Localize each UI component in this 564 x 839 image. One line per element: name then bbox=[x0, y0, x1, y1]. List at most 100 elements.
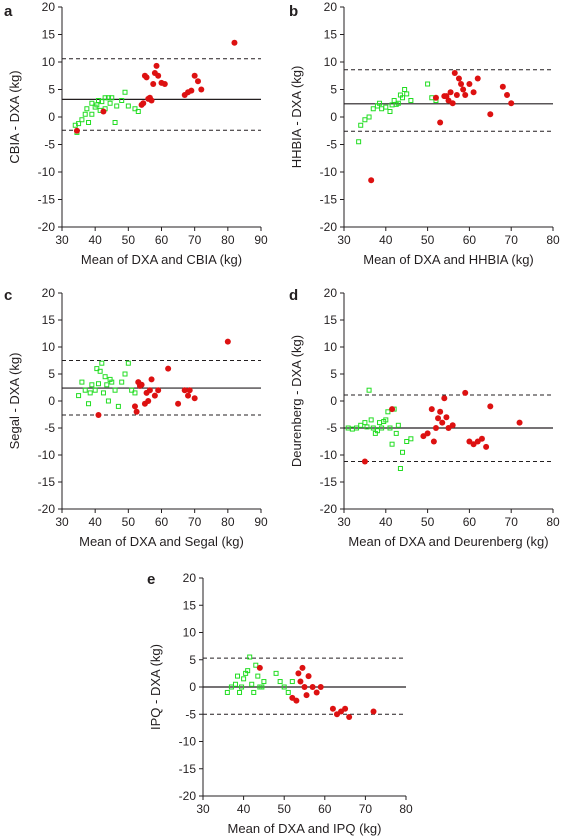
data-point-filled-circle bbox=[153, 62, 160, 69]
data-point-open-square bbox=[79, 117, 85, 123]
data-point-filled-circle bbox=[430, 438, 437, 445]
data-point-open-square bbox=[247, 654, 253, 660]
data-point-open-square bbox=[114, 103, 120, 109]
y-tick-label: 20 bbox=[42, 286, 56, 300]
data-point-open-square bbox=[99, 360, 105, 366]
data-point-open-square bbox=[87, 390, 93, 396]
data-point-open-square bbox=[374, 428, 380, 434]
data-point-open-square bbox=[84, 106, 90, 112]
data-point-open-square bbox=[395, 422, 401, 428]
data-point-open-square bbox=[377, 420, 383, 426]
y-tick-label: -10 bbox=[320, 448, 338, 462]
y-tick-label: 10 bbox=[324, 55, 338, 69]
y-tick-label: 20 bbox=[183, 571, 197, 585]
x-tick-label: 80 bbox=[221, 233, 235, 247]
data-point-filled-circle bbox=[140, 100, 147, 107]
data-point-open-square bbox=[89, 382, 95, 388]
data-point-filled-circle bbox=[389, 406, 396, 413]
data-point-filled-circle bbox=[462, 389, 469, 396]
data-point-open-square bbox=[122, 89, 128, 95]
x-axis-title: Mean of DXA and HHBIA (kg) bbox=[363, 252, 534, 267]
data-point-open-square bbox=[368, 417, 374, 423]
y-tick-label: -20 bbox=[38, 220, 56, 234]
y-tick-label: 0 bbox=[330, 394, 337, 408]
data-point-open-square bbox=[425, 81, 431, 87]
data-point-filled-circle bbox=[191, 395, 198, 402]
panel-letter: a bbox=[4, 3, 13, 20]
y-tick-label: -15 bbox=[320, 475, 338, 489]
data-point-open-square bbox=[95, 381, 101, 387]
x-tick-label: 30 bbox=[337, 515, 351, 529]
data-point-filled-circle bbox=[499, 83, 506, 90]
data-point-open-square bbox=[102, 95, 108, 101]
y-tick-label: 0 bbox=[48, 110, 55, 124]
data-point-filled-circle bbox=[143, 74, 150, 81]
y-tick-label: -10 bbox=[320, 165, 338, 179]
data-point-open-square bbox=[86, 120, 92, 125]
data-point-open-square bbox=[379, 106, 385, 112]
data-point-open-square bbox=[97, 368, 103, 374]
data-point-open-square bbox=[92, 387, 98, 393]
data-point-filled-circle bbox=[458, 81, 465, 87]
data-point-open-square bbox=[362, 420, 368, 426]
x-tick-label: 50 bbox=[278, 802, 292, 816]
data-point-open-square bbox=[232, 681, 238, 687]
data-point-filled-circle bbox=[329, 705, 336, 712]
y-axis-title: Segal - DXA (kg) bbox=[7, 353, 22, 450]
data-point-filled-circle bbox=[231, 39, 238, 46]
y-tick-label: 5 bbox=[189, 653, 196, 667]
data-point-filled-circle bbox=[368, 177, 375, 184]
data-point-filled-circle bbox=[474, 75, 481, 82]
data-point-open-square bbox=[281, 684, 287, 690]
data-point-open-square bbox=[112, 120, 118, 125]
y-tick-label: 20 bbox=[324, 286, 338, 300]
data-point-open-square bbox=[366, 114, 372, 120]
data-point-filled-circle bbox=[155, 387, 162, 394]
data-point-open-square bbox=[79, 379, 85, 385]
data-point-open-square bbox=[358, 122, 364, 128]
data-point-open-square bbox=[119, 98, 125, 103]
y-tick-label: -15 bbox=[179, 762, 197, 776]
data-point-open-square bbox=[393, 430, 399, 436]
y-tick-label: -15 bbox=[38, 193, 56, 207]
x-tick-label: 70 bbox=[359, 802, 373, 816]
data-point-open-square bbox=[224, 689, 230, 695]
data-point-open-square bbox=[253, 662, 259, 668]
data-point-filled-circle bbox=[194, 78, 201, 85]
x-tick-label: 70 bbox=[505, 515, 519, 529]
y-tick-label: -5 bbox=[44, 138, 55, 152]
data-point-filled-circle bbox=[295, 670, 302, 677]
data-point-filled-circle bbox=[148, 97, 155, 104]
data-point-open-square bbox=[400, 95, 406, 101]
x-tick-label: 40 bbox=[88, 233, 102, 247]
x-tick-label: 80 bbox=[546, 233, 560, 247]
data-point-filled-circle bbox=[455, 75, 462, 82]
y-tick-label: -10 bbox=[38, 165, 56, 179]
y-axis-title: HHBIA - DXA (kg) bbox=[289, 66, 304, 169]
data-point-filled-circle bbox=[470, 89, 477, 96]
data-point-filled-circle bbox=[185, 392, 192, 399]
data-point-filled-circle bbox=[186, 387, 193, 394]
data-point-open-square bbox=[89, 100, 95, 106]
data-point-open-square bbox=[370, 106, 376, 112]
y-tick-label: -20 bbox=[179, 789, 197, 803]
data-point-open-square bbox=[100, 390, 106, 396]
data-point-open-square bbox=[285, 689, 291, 695]
y-tick-label: 15 bbox=[42, 313, 56, 327]
y-axis-title: Deurenberg - DXA (kg) bbox=[289, 335, 304, 467]
data-point-filled-circle bbox=[303, 692, 310, 699]
data-point-filled-circle bbox=[301, 684, 308, 690]
y-tick-label: 10 bbox=[324, 340, 338, 354]
data-point-open-square bbox=[109, 95, 115, 101]
data-point-filled-circle bbox=[297, 678, 304, 685]
data-point-filled-circle bbox=[305, 673, 312, 680]
data-point-filled-circle bbox=[437, 408, 444, 415]
y-tick-label: 15 bbox=[324, 313, 338, 327]
data-point-open-square bbox=[135, 109, 141, 114]
data-point-filled-circle bbox=[478, 435, 485, 442]
data-point-open-square bbox=[228, 684, 234, 690]
data-point-open-square bbox=[387, 425, 393, 431]
panel-letter: d bbox=[289, 287, 298, 304]
panel-d: d -20 -15 -10 -5 0 5 10 15 20 30 40 50 60 70 80 Mean of … bbox=[289, 286, 560, 549]
data-point-filled-circle bbox=[487, 111, 494, 118]
